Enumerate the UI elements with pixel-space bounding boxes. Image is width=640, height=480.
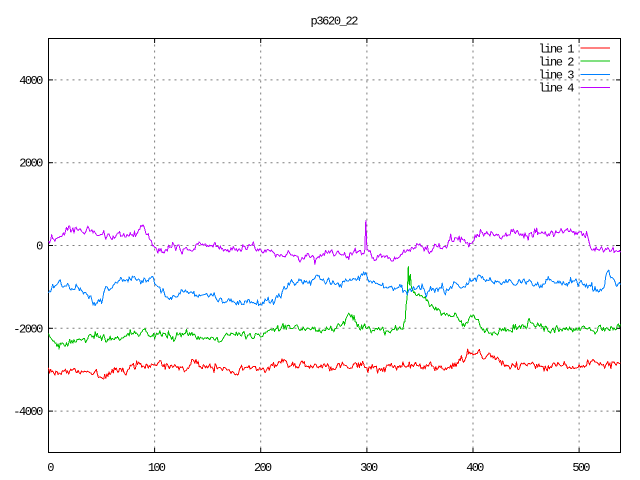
svg-text:line 4: line 4 (539, 82, 575, 96)
svg-text:-4000: -4000 (13, 405, 43, 419)
svg-text:2000: 2000 (19, 157, 43, 171)
svg-text:400: 400 (466, 461, 484, 475)
svg-text:100: 100 (148, 461, 166, 475)
svg-text:500: 500 (572, 461, 590, 475)
svg-text:0: 0 (36, 240, 43, 254)
svg-text:-2000: -2000 (13, 322, 43, 336)
svg-text:300: 300 (360, 461, 378, 475)
svg-text:200: 200 (254, 461, 272, 475)
svg-text:p3620_22: p3620_22 (311, 15, 359, 29)
svg-text:0: 0 (47, 461, 54, 475)
svg-text:4000: 4000 (19, 74, 43, 88)
svg-text:line 3: line 3 (539, 69, 575, 83)
svg-text:line 1: line 1 (539, 42, 575, 56)
svg-text:line 2: line 2 (539, 55, 575, 69)
